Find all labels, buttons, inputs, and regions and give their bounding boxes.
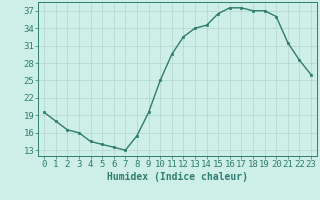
X-axis label: Humidex (Indice chaleur): Humidex (Indice chaleur) <box>107 172 248 182</box>
